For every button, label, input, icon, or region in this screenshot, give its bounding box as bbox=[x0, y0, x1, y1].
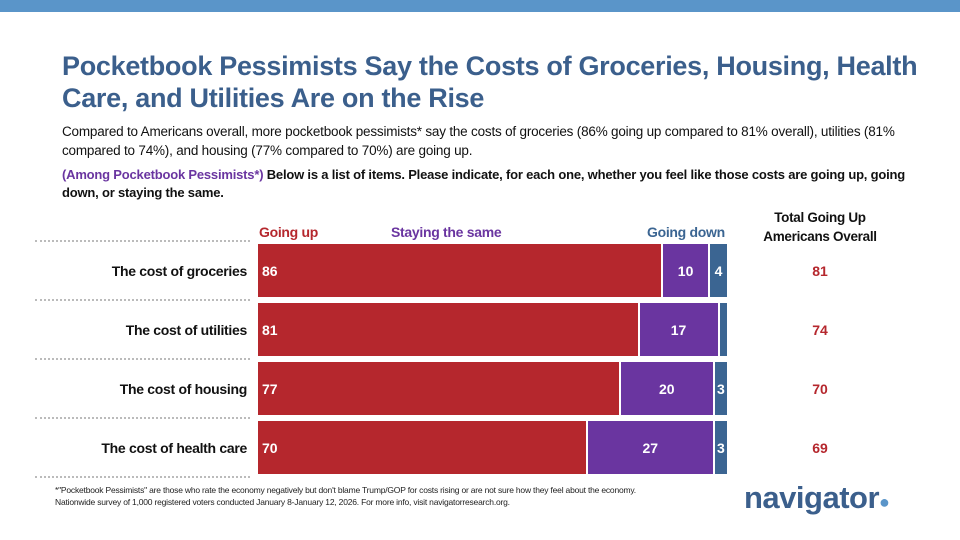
question-lead: (Among Pocketbook Pessimists*) bbox=[62, 167, 264, 182]
data-label: 4 bbox=[714, 262, 723, 279]
bar-segment-going-up: 70 bbox=[258, 421, 586, 474]
row-label: The cost of housing bbox=[119, 381, 248, 397]
footnote: *"Pocketbook Pessimists" are those who r… bbox=[55, 484, 636, 508]
data-label: 3 bbox=[717, 380, 725, 397]
row-separator bbox=[35, 476, 250, 478]
data-label: 3 bbox=[717, 439, 725, 456]
row-separator bbox=[35, 240, 250, 242]
legend-going-up: Going up bbox=[259, 224, 319, 240]
legend-staying-same: Staying the same bbox=[391, 224, 502, 240]
bar-segment-going-up: 86 bbox=[258, 244, 662, 297]
bar-segment-going-down: 3 bbox=[714, 362, 727, 415]
total-going-up-value: 74 bbox=[812, 322, 828, 338]
data-label: 17 bbox=[670, 321, 687, 338]
row-label: The cost of health care bbox=[101, 440, 247, 456]
bar-segment-staying-the-same: 10 bbox=[663, 244, 709, 297]
slide-title: Pocketbook Pessimists Say the Costs of G… bbox=[62, 51, 918, 113]
legend-going-down: Going down bbox=[647, 224, 725, 240]
row-label: The cost of groceries bbox=[111, 263, 248, 279]
data-label: 20 bbox=[658, 380, 675, 397]
data-label: 27 bbox=[642, 439, 659, 456]
data-label: 86 bbox=[262, 262, 278, 279]
logo-text: navigator bbox=[744, 480, 880, 515]
total-going-up-value: 70 bbox=[812, 381, 828, 397]
row-separator bbox=[35, 417, 250, 419]
total-header-line1: Total Going Up bbox=[774, 210, 866, 225]
data-label: 81 bbox=[262, 321, 278, 338]
bar-segment-going-up: 77 bbox=[258, 362, 619, 415]
total-going-up-value: 81 bbox=[812, 263, 828, 279]
data-label: 70 bbox=[262, 439, 278, 456]
bar-segment-going-down bbox=[719, 303, 727, 356]
bar-segment-going-down: 3 bbox=[714, 421, 727, 474]
row-separator bbox=[35, 358, 250, 360]
navigator-logo: navigator● bbox=[744, 480, 890, 515]
bar-segment-staying-the-same: 17 bbox=[639, 303, 718, 356]
total-column-header: Total Going Up Americans Overall bbox=[760, 208, 880, 246]
footnote-methodology: Nationwide survey of 1,000 registered vo… bbox=[55, 497, 510, 507]
bar-segment-staying-the-same: 27 bbox=[587, 421, 713, 474]
slide-subtitle: Compared to Americans overall, more pock… bbox=[62, 124, 895, 158]
bar-segment-staying-the-same: 20 bbox=[620, 362, 713, 415]
question-body: Below is a list of items. Please indicat… bbox=[62, 167, 906, 200]
question-text: (Among Pocketbook Pessimists*) Below is … bbox=[62, 166, 922, 202]
footnote-definition: *"Pocketbook Pessimists" are those who r… bbox=[55, 485, 636, 495]
bar-segment-going-up: 81 bbox=[258, 303, 638, 356]
bar-segment-going-down: 4 bbox=[710, 244, 727, 297]
data-label: 10 bbox=[677, 262, 694, 279]
top-accent-bar bbox=[0, 0, 960, 12]
row-separator bbox=[35, 299, 250, 301]
total-going-up-value: 69 bbox=[812, 440, 828, 456]
row-label: The cost of utilities bbox=[125, 322, 248, 338]
data-label: 77 bbox=[262, 380, 278, 397]
total-header-line2: Americans Overall bbox=[763, 229, 877, 244]
